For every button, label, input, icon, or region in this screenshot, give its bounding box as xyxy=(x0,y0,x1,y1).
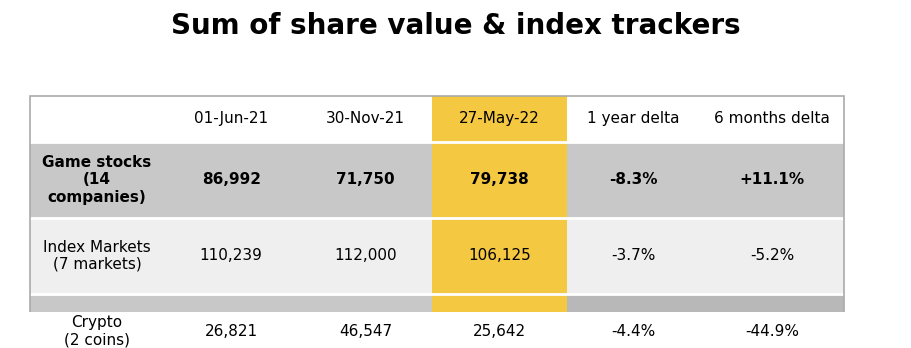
Text: 79,738: 79,738 xyxy=(469,173,528,188)
Bar xyxy=(700,294,843,348)
Bar xyxy=(164,294,298,348)
Bar xyxy=(30,294,164,348)
Bar xyxy=(566,218,700,294)
Text: -44.9%: -44.9% xyxy=(744,324,798,339)
Text: 112,000: 112,000 xyxy=(333,248,396,263)
Bar xyxy=(298,218,432,294)
Text: 71,750: 71,750 xyxy=(335,173,394,188)
Text: +11.1%: +11.1% xyxy=(739,173,804,188)
Text: 6 months delta: 6 months delta xyxy=(713,111,829,126)
Bar xyxy=(298,142,432,218)
Text: Index Markets
(7 markets): Index Markets (7 markets) xyxy=(43,239,150,272)
Bar xyxy=(432,96,566,348)
Text: 26,821: 26,821 xyxy=(204,324,258,339)
Text: 30-Nov-21: 30-Nov-21 xyxy=(325,111,404,126)
Bar xyxy=(30,96,843,348)
Text: Sum of share value & index trackers: Sum of share value & index trackers xyxy=(171,12,740,40)
Bar xyxy=(164,218,298,294)
Text: Crypto
(2 coins): Crypto (2 coins) xyxy=(64,315,130,348)
Text: -4.4%: -4.4% xyxy=(611,324,655,339)
Text: 110,239: 110,239 xyxy=(200,248,262,263)
Bar xyxy=(164,142,298,218)
Bar xyxy=(566,142,700,218)
Text: 27-May-22: 27-May-22 xyxy=(458,111,539,126)
Text: 106,125: 106,125 xyxy=(467,248,530,263)
Bar xyxy=(700,142,843,218)
Text: 46,547: 46,547 xyxy=(338,324,392,339)
Bar xyxy=(566,294,700,348)
Bar xyxy=(298,294,432,348)
Bar xyxy=(30,142,164,218)
Text: 86,992: 86,992 xyxy=(201,173,261,188)
Bar xyxy=(700,218,843,294)
Text: 25,642: 25,642 xyxy=(473,324,526,339)
Bar xyxy=(30,218,164,294)
Text: -5.2%: -5.2% xyxy=(750,248,793,263)
Text: -3.7%: -3.7% xyxy=(610,248,655,263)
Text: Game stocks
(14
companies): Game stocks (14 companies) xyxy=(43,155,151,205)
Text: -8.3%: -8.3% xyxy=(609,173,657,188)
Text: 01-Jun-21: 01-Jun-21 xyxy=(194,111,268,126)
Text: 1 year delta: 1 year delta xyxy=(587,111,680,126)
